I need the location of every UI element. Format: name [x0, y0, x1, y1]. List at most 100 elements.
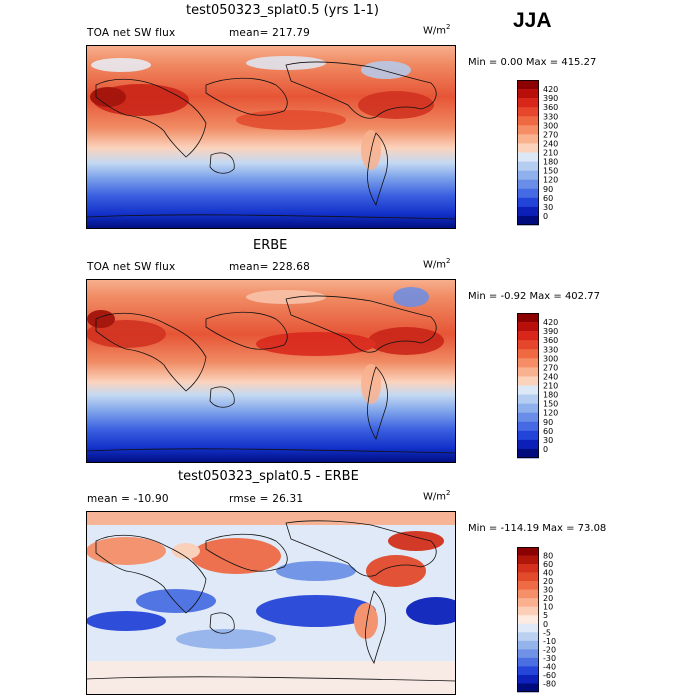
colorbar-swatch — [517, 349, 539, 359]
panel3-units: W/m2 — [423, 489, 451, 503]
colorbar-label: 90 — [543, 185, 553, 194]
colorbar-swatch — [517, 564, 539, 573]
colorbar-label: -60 — [543, 671, 556, 680]
panel3-title: test050323_splat0.5 - ERBE — [178, 469, 359, 484]
colorbar-label: 90 — [543, 418, 553, 427]
colorbar-label: 270 — [543, 130, 558, 139]
panel2-frame — [86, 279, 456, 463]
panel2-mean-value: 228.68 — [272, 261, 311, 273]
colorbar-label: 180 — [543, 158, 558, 167]
colorbar-swatch — [517, 107, 539, 117]
colorbar-label: 20 — [543, 594, 553, 603]
panel1-mean: mean= 217.79 — [229, 27, 310, 39]
colorbar-swatch — [517, 143, 539, 153]
panel3-rmse-value: 26.31 — [272, 493, 304, 505]
colorbar-label: 300 — [543, 121, 558, 130]
colorbar-label: 120 — [543, 409, 558, 418]
colorbar-swatch — [517, 430, 539, 441]
panel3-mean: mean = -10.90 — [87, 493, 169, 505]
colorbar-label: 390 — [543, 327, 558, 336]
colorbar-frame — [517, 313, 539, 458]
panel2-units: W/m2 — [423, 257, 451, 271]
panel3-frame — [86, 511, 456, 695]
colorbar-swatch — [517, 412, 539, 423]
colorbar-label: 180 — [543, 391, 558, 400]
colorbar-swatch — [517, 547, 539, 556]
colorbar-label: 30 — [543, 203, 553, 212]
colorbar-label: 120 — [543, 176, 558, 185]
colorbar-label: -20 — [543, 645, 556, 654]
panel1-title: test050323_splat0.5 (yrs 1-1) — [186, 3, 379, 18]
colorbar-swatch — [517, 116, 539, 126]
colorbar-label: 30 — [543, 436, 553, 445]
colorbar-label: 60 — [543, 427, 553, 436]
colorbar-swatch — [517, 322, 539, 332]
colorbar-swatch — [517, 161, 539, 171]
colorbar-label: -30 — [543, 654, 556, 663]
colorbar-label: 360 — [543, 336, 558, 345]
panel2-variable: TOA net SW flux — [87, 261, 176, 273]
colorbar-label: 60 — [543, 194, 553, 203]
colorbar-swatch — [517, 98, 539, 108]
panel2-map — [86, 279, 456, 463]
colorbar-swatch — [517, 555, 539, 565]
panel3-rmse-label: rmse = — [229, 493, 269, 505]
panel2-mean-label: mean= — [229, 261, 269, 273]
colorbar-label: -80 — [543, 679, 556, 688]
panel2-minmax: Min = -0.92 Max = 402.77 — [468, 291, 600, 302]
colorbar-label: 80 — [543, 552, 553, 561]
panel1-coastlines — [86, 61, 456, 220]
colorbar-swatch — [517, 215, 539, 226]
panel1-mean-label: mean= — [229, 27, 269, 39]
panel3-minmax: Min = -114.19 Max = 73.08 — [468, 523, 607, 534]
colorbar-label: 30 — [543, 586, 553, 595]
panel1-minmax: Min = 0.00 Max = 415.27 — [468, 57, 597, 68]
colorbar-swatch — [517, 683, 539, 693]
colorbar-frame — [517, 80, 539, 225]
colorbar-swatch — [517, 367, 539, 377]
colorbar-swatch — [517, 134, 539, 144]
panel2-mean: mean= 228.68 — [229, 261, 310, 273]
colorbar-label: 240 — [543, 372, 558, 381]
colorbar-swatch — [517, 385, 539, 395]
colorbar-label: 360 — [543, 103, 558, 112]
colorbar-swatch — [517, 657, 539, 667]
colorbar-swatch — [517, 598, 539, 608]
colorbar-swatch — [517, 340, 539, 350]
season-label: JJA — [513, 9, 552, 32]
panel1-units: W/m2 — [423, 23, 451, 37]
colorbar-swatch — [517, 632, 539, 642]
panel3-mean-value: -10.90 — [133, 493, 169, 505]
colorbar-swatch — [517, 589, 539, 599]
colorbar-label: 330 — [543, 112, 558, 121]
colorbar-swatch — [517, 188, 539, 199]
colorbar-swatch — [517, 606, 539, 616]
colorbar-label: 150 — [543, 400, 558, 409]
colorbar-label: 10 — [543, 603, 553, 612]
panel1-map — [86, 45, 456, 229]
colorbar-label: 0 — [543, 445, 548, 454]
colorbar-swatch — [517, 581, 539, 590]
colorbar-label: -10 — [543, 637, 556, 646]
colorbar-swatch — [517, 125, 539, 135]
colorbar-swatch — [517, 439, 539, 450]
colorbar-label: 300 — [543, 354, 558, 363]
colorbar-swatch — [517, 666, 539, 676]
colorbar-swatch — [517, 448, 539, 459]
colorbar-swatch — [517, 674, 539, 684]
colorbar-label: 420 — [543, 85, 558, 94]
colorbar-swatch — [517, 376, 539, 386]
colorbar-swatch — [517, 80, 539, 90]
colorbar-swatch — [517, 640, 539, 650]
colorbar-swatch — [517, 331, 539, 341]
colorbar-swatch — [517, 649, 539, 659]
panel2-coastlines — [86, 295, 456, 454]
colorbar-swatch — [517, 313, 539, 323]
colorbar-swatch — [517, 615, 539, 625]
colorbar-label: 330 — [543, 345, 558, 354]
colorbar-label: 40 — [543, 569, 553, 578]
colorbar-swatch — [517, 206, 539, 217]
colorbar-swatch — [517, 394, 539, 404]
